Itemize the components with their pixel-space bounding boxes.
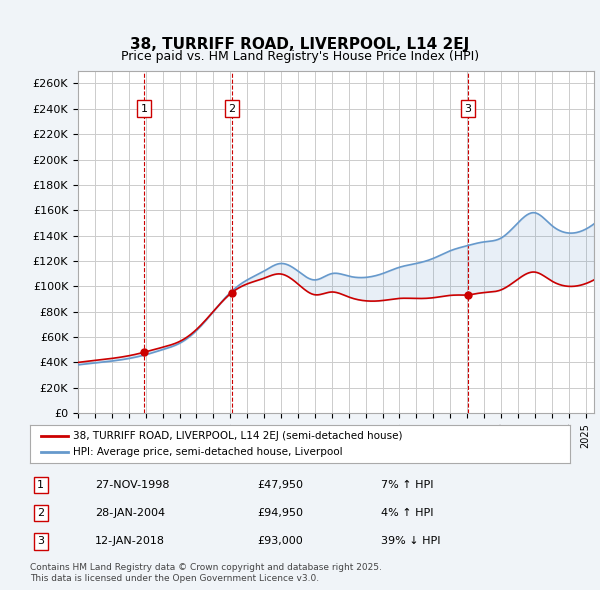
- Text: £94,950: £94,950: [257, 508, 303, 518]
- Text: 3: 3: [37, 536, 44, 546]
- Text: 2: 2: [37, 508, 44, 518]
- Text: 38, TURRIFF ROAD, LIVERPOOL, L14 2EJ (semi-detached house): 38, TURRIFF ROAD, LIVERPOOL, L14 2EJ (se…: [73, 431, 403, 441]
- Text: 1: 1: [140, 104, 148, 114]
- Text: HPI: Average price, semi-detached house, Liverpool: HPI: Average price, semi-detached house,…: [73, 447, 343, 457]
- Text: £47,950: £47,950: [257, 480, 303, 490]
- Text: 2: 2: [228, 104, 235, 114]
- Text: 7% ↑ HPI: 7% ↑ HPI: [381, 480, 433, 490]
- Text: 39% ↓ HPI: 39% ↓ HPI: [381, 536, 440, 546]
- Text: Price paid vs. HM Land Registry's House Price Index (HPI): Price paid vs. HM Land Registry's House …: [121, 50, 479, 63]
- Text: £93,000: £93,000: [257, 536, 302, 546]
- Text: 12-JAN-2018: 12-JAN-2018: [95, 536, 165, 546]
- Text: Contains HM Land Registry data © Crown copyright and database right 2025.
This d: Contains HM Land Registry data © Crown c…: [30, 563, 382, 583]
- Text: 1: 1: [37, 480, 44, 490]
- Text: 3: 3: [464, 104, 471, 114]
- Text: 4% ↑ HPI: 4% ↑ HPI: [381, 508, 433, 518]
- Text: 27-NOV-1998: 27-NOV-1998: [95, 480, 169, 490]
- Text: 38, TURRIFF ROAD, LIVERPOOL, L14 2EJ: 38, TURRIFF ROAD, LIVERPOOL, L14 2EJ: [130, 37, 470, 52]
- Text: 28-JAN-2004: 28-JAN-2004: [95, 508, 165, 518]
